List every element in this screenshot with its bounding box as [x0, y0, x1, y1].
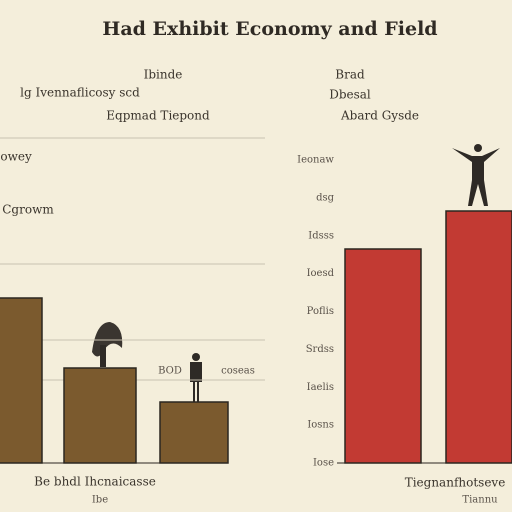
bar: [63, 367, 137, 464]
axis-label: Ioesd: [307, 268, 335, 279]
subtitle: lg Ivennaflicosy scd: [20, 86, 140, 100]
point-label: BOD: [158, 366, 182, 377]
bar: [0, 297, 43, 464]
point-note: coseas: [221, 366, 255, 377]
decorative-figures: [92, 144, 500, 402]
axis-label: Iose: [313, 458, 334, 469]
side-label: Cgrowm: [2, 203, 54, 217]
xlabel: Tiegnanfhotseve: [405, 476, 506, 490]
title: Brad: [335, 68, 365, 82]
axis-label: Iosns: [307, 420, 334, 431]
annotation: Eqpmad Tiepond: [106, 109, 210, 123]
bar: [344, 248, 422, 464]
bar: [159, 401, 229, 464]
annotation: Abard Gysde: [340, 109, 419, 123]
axis-label: Idsss: [308, 230, 334, 241]
axis-label: Iaelis: [307, 382, 334, 393]
axis-label: Srdss: [306, 344, 334, 355]
axis-label: Poflis: [307, 306, 334, 317]
side-label: Sowey: [0, 150, 32, 164]
title: Ibinde: [144, 68, 183, 82]
chart-title: Had Exhibit Economy and Field: [102, 18, 437, 40]
xlabel: Be bhdl Ihcnaicasse: [34, 475, 156, 489]
xnote: Tiannu: [462, 495, 498, 506]
axis-label: Ieonaw: [297, 155, 334, 166]
xnote: Ibe: [92, 495, 108, 506]
subtitle: Dbesal: [329, 88, 371, 102]
bar: [445, 210, 512, 464]
axis-label: dsg: [316, 192, 335, 203]
